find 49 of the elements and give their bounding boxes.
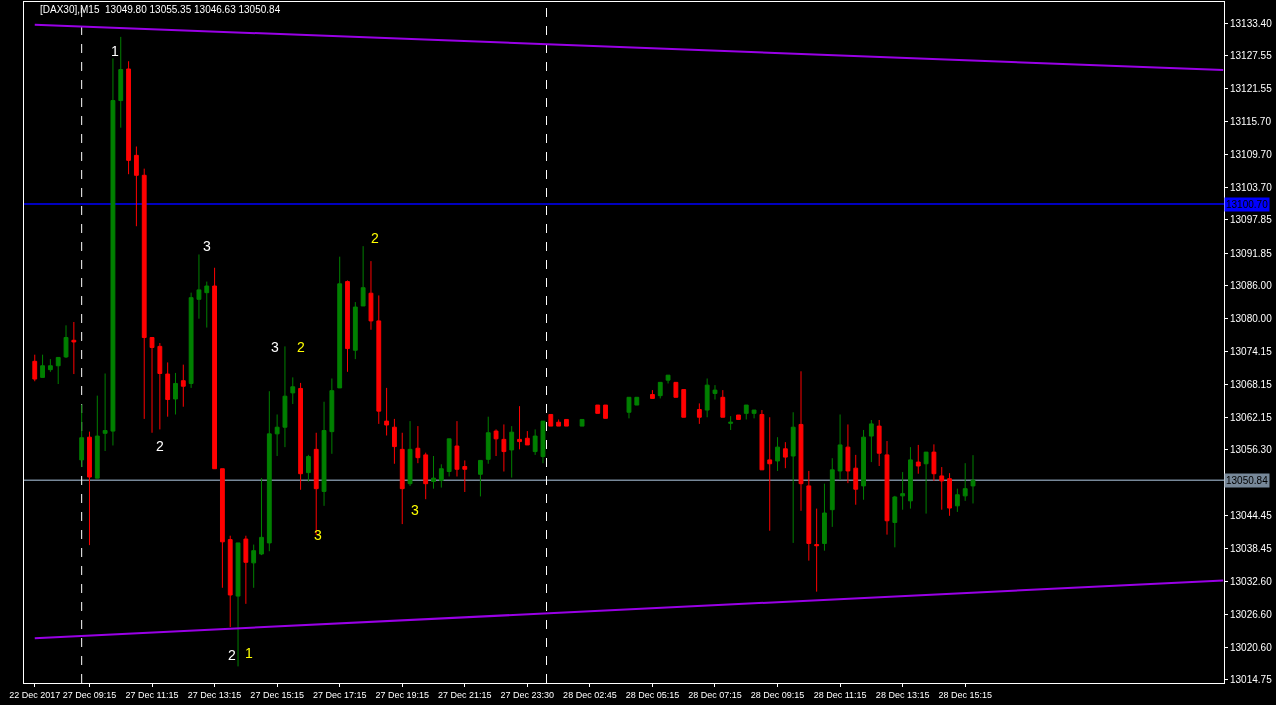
- annotation: 2: [297, 339, 305, 355]
- annotation: 3: [271, 339, 279, 355]
- annotation: 2: [228, 647, 236, 663]
- x-tick-label: 28 Dec 02:45: [563, 689, 617, 700]
- y-tick-label: 13133.40: [1230, 17, 1273, 29]
- x-tick-label: 27 Dec 13:15: [187, 689, 242, 700]
- y-tick-label: 13032.60: [1230, 575, 1273, 587]
- x-tick-label: 22 Dec 2017: [9, 689, 61, 700]
- y-tick-label: 13115.70: [1230, 115, 1272, 127]
- y-tick-label: 13020.60: [1230, 642, 1273, 654]
- x-tick-label: 27 Dec 15:15: [250, 689, 304, 700]
- x-tick-label: 28 Dec 15:15: [938, 689, 992, 700]
- annotation: 1: [111, 43, 119, 59]
- y-tick-label: 13074.15: [1230, 345, 1273, 357]
- y-tick-label: 13103.70: [1230, 181, 1273, 193]
- ref-line-label: 13100.70: [1226, 199, 1269, 210]
- x-tick-label: 27 Dec 11:15: [125, 689, 179, 700]
- x-tick-label: 28 Dec 07:15: [688, 689, 742, 700]
- y-tick-label: 13062.15: [1230, 412, 1273, 424]
- annotation: 2: [371, 230, 379, 246]
- y-tick-label: 13068.15: [1230, 378, 1273, 390]
- x-tick-label: 27 Dec 09:15: [62, 689, 117, 700]
- chart-title: [DAX30],M15 13049.80 13055.35 13046.63 13050.84: [40, 4, 281, 15]
- ref-line-label: 13050.84: [1226, 475, 1269, 486]
- x-tick-label: 28 Dec 11:15: [813, 689, 867, 700]
- x-tick-label: 28 Dec 05:15: [625, 689, 680, 700]
- y-tick-label: 13026.60: [1230, 608, 1273, 620]
- x-tick-label: 28 Dec 09:15: [750, 689, 805, 700]
- x-tick-label: 28 Dec 13:15: [875, 689, 930, 700]
- y-tick-label: 13014.75: [1230, 674, 1273, 686]
- x-tick-label: 27 Dec 23:30: [500, 689, 555, 700]
- y-tick-label: 13127.55: [1230, 49, 1273, 61]
- annotation: 3: [203, 238, 211, 254]
- annotation: 2: [156, 438, 164, 454]
- y-tick-label: 13080.00: [1230, 313, 1273, 325]
- x-tick-label: 27 Dec 19:15: [375, 689, 430, 700]
- y-tick-label: 13038.45: [1230, 543, 1273, 555]
- annotation: 1: [245, 645, 253, 661]
- y-tick-label: 13121.55: [1230, 83, 1273, 95]
- x-tick-label: 27 Dec 17:15: [312, 689, 367, 700]
- y-tick-label: 13091.85: [1230, 247, 1273, 259]
- annotation: 3: [411, 502, 419, 518]
- x-tick-label: 27 Dec 21:15: [438, 689, 492, 700]
- y-tick-label: 13056.30: [1230, 444, 1273, 456]
- annotation: 3: [314, 527, 322, 543]
- y-tick-label: 13044.45: [1230, 510, 1273, 522]
- y-tick-label: 13097.85: [1230, 214, 1273, 226]
- y-tick-label: 13086.00: [1230, 279, 1273, 291]
- y-tick-label: 13109.70: [1230, 148, 1273, 160]
